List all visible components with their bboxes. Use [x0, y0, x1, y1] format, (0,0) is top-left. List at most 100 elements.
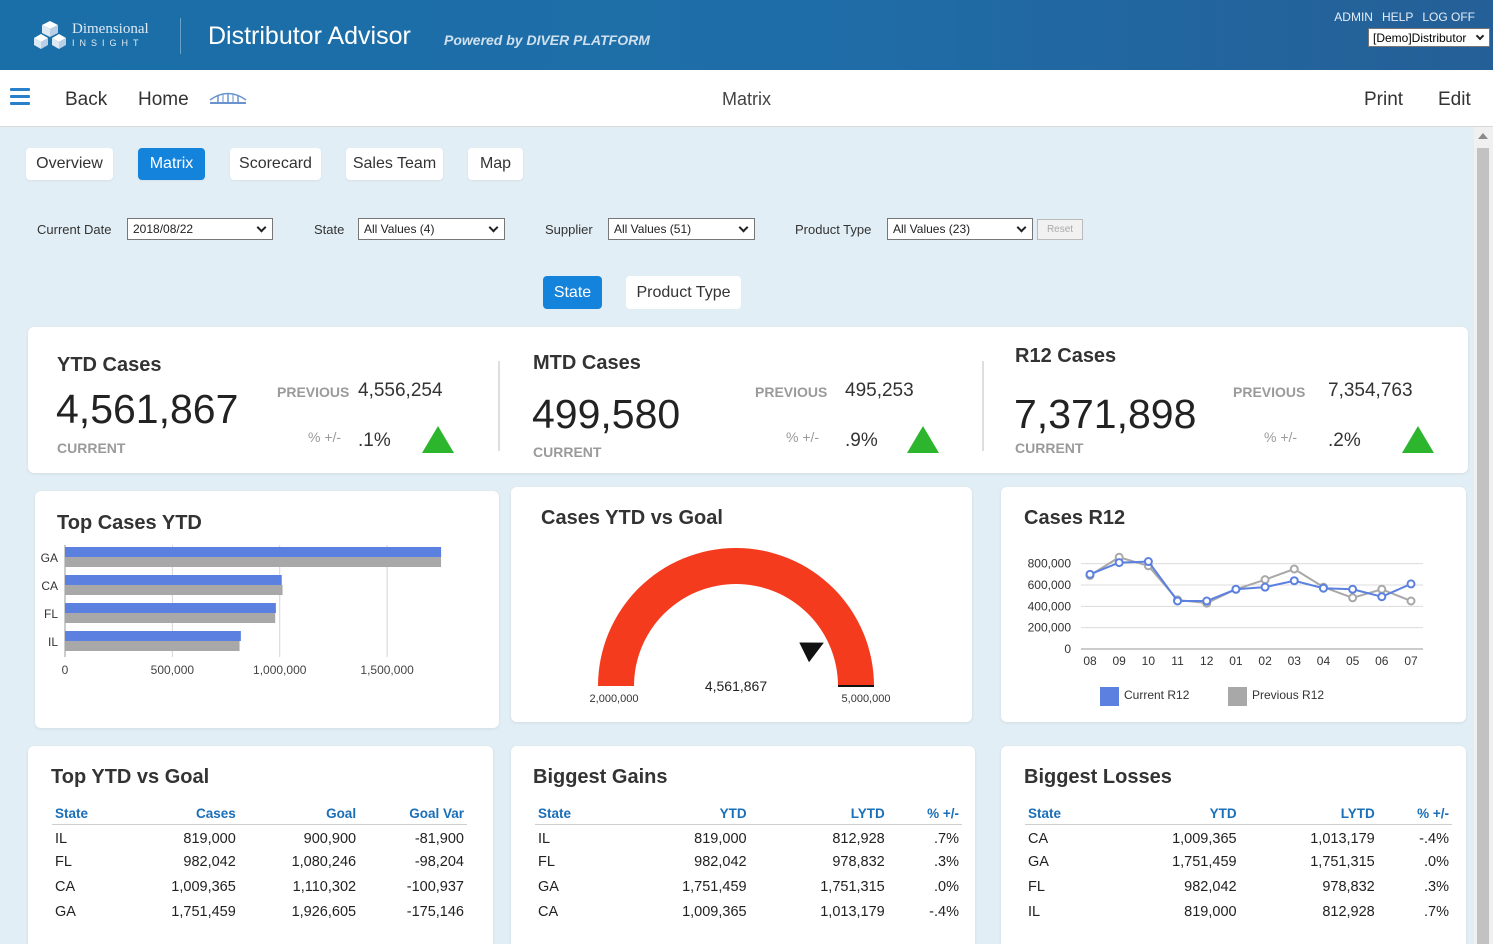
top-ytd-vs-goal-title: Top YTD vs Goal [51, 766, 210, 788]
series-line [1089, 560, 1412, 602]
kpi-r12-previous: 7,354,763 [1328, 380, 1413, 401]
y-tick-label: 800,000 [1028, 557, 1072, 571]
column-header[interactable]: Cases [118, 806, 239, 825]
kpi-card: YTD Cases 4,561,867 CURRENT PREVIOUS 4,5… [28, 327, 1468, 473]
state-filter-select[interactable]: All Values (4) [358, 218, 505, 240]
current-date-select[interactable]: 2018/08/22 [127, 218, 273, 240]
top-ytd-vs-goal-table: State Cases Goal Goal Var IL 819,000 900,900 -8… [52, 806, 467, 925]
table-row: GA 1,751,459 1,926,605 -175,146 [52, 900, 467, 925]
reset-button[interactable]: Reset [1037, 219, 1083, 240]
supplier-filter-select[interactable]: All Values (51) [608, 218, 755, 240]
column-header[interactable]: Goal Var [359, 806, 467, 825]
scroll-up-arrow-icon[interactable] [1478, 133, 1488, 139]
legend-label: Previous R12 [1252, 688, 1324, 702]
distributor-select[interactable]: [Demo]Distributor [1368, 28, 1490, 47]
cases-r12-title: Cases R12 [1024, 507, 1126, 529]
table-cell: 1,009,365 [171, 879, 236, 895]
column-header[interactable]: YTD [1101, 806, 1240, 825]
kpi-ytd-title: YTD Cases [57, 354, 162, 376]
powered-by: Powered by DIVER PLATFORM [444, 32, 650, 48]
back-link[interactable]: Back [65, 89, 108, 110]
table-cell: 819,000 [694, 830, 747, 847]
tab-scorecard[interactable]: Scorecard [230, 148, 321, 180]
kpi-mtd-pct: .9% [845, 430, 878, 451]
product-type-filter-label: Product Type [795, 222, 872, 237]
table-cell: GA [1028, 854, 1049, 870]
tab-matrix[interactable]: Matrix [138, 148, 205, 180]
column-header[interactable]: State [535, 806, 612, 825]
top-cases-ytd-card: Top Cases YTD 0 500,000 1,000,000 1,500,000… [35, 491, 499, 728]
table-cell: 1,013,179 [820, 904, 885, 920]
table-cell: GA [55, 904, 76, 920]
scrollbar-thumb[interactable] [1477, 148, 1489, 944]
log-off-link[interactable]: LOG OFF [1422, 10, 1475, 24]
product-type-filter-value: All Values (23) [893, 222, 971, 236]
trend-up-arrow-icon [422, 426, 454, 453]
biggest-gains-card: Biggest Gains State YTD LYTD% +/- IL 819,000… [511, 746, 975, 944]
tab-overview[interactable]: Overview [26, 148, 113, 180]
supplier-filter-label: Supplier [545, 222, 593, 237]
edit-link[interactable]: Edit [1438, 89, 1471, 110]
kpi-r12-previous-label: PREVIOUS [1233, 384, 1306, 400]
column-header[interactable]: YTD [611, 806, 750, 825]
table-cell: 819,000 [1184, 904, 1237, 920]
cases-r12-card: Cases R12 0 200,000 400,000 600,000 800,000 0… [1001, 487, 1466, 722]
x-tick-label: 08 [1083, 654, 1097, 668]
group-by-product-type-button[interactable]: Product Type [626, 276, 741, 309]
column-header[interactable]: LYTD [1239, 806, 1378, 825]
table-cell: 1,751,315 [820, 879, 885, 895]
product-type-filter-select[interactable]: All Values (23) [887, 218, 1033, 240]
column-header[interactable]: Goal [238, 806, 360, 825]
category-label: CA [41, 579, 58, 593]
hamburger-menu-icon[interactable] [10, 88, 30, 105]
table-cell: 978,832 [832, 854, 885, 870]
data-point [1318, 583, 1328, 593]
table-cell: GA [538, 879, 559, 895]
table-cell: 812,928 [832, 830, 885, 847]
data-point [1377, 592, 1387, 602]
x-tick-label: 02 [1258, 654, 1272, 668]
chevron-down-icon [488, 222, 499, 232]
x-tick-label: 12 [1200, 654, 1214, 668]
column-header[interactable]: State [1025, 806, 1102, 825]
group-by-state-button[interactable]: State [543, 276, 602, 309]
x-tick-label: 07 [1404, 654, 1418, 668]
column-header[interactable]: % +/- [887, 806, 962, 825]
kpi-mtd-current: 499,580 [532, 391, 681, 437]
kpi-mtd-pct-label: % +/- [786, 429, 820, 445]
column-header[interactable]: LYTD [749, 806, 888, 825]
table-row: IL 819,000 812,928 .7% [535, 825, 962, 850]
table-cell: 1,009,365 [1172, 830, 1237, 847]
gauge-arc [598, 548, 874, 686]
current-date-value: 2018/08/22 [133, 222, 194, 236]
trend-up-arrow-icon [907, 426, 939, 453]
app-title: Distributor Advisor [208, 22, 411, 50]
bar [65, 631, 241, 641]
admin-link[interactable]: ADMIN [1334, 10, 1373, 24]
table-cell: 819,000 [183, 830, 236, 847]
data-point [1114, 558, 1124, 568]
current-date-label: Current Date [37, 222, 112, 237]
chevron-down-icon [1016, 222, 1027, 232]
tab-map[interactable]: Map [468, 148, 523, 180]
home-link[interactable]: Home [138, 89, 189, 110]
table-cell: .0% [934, 879, 959, 895]
bridge-icon[interactable] [208, 89, 248, 107]
table-cell: FL [1028, 879, 1045, 895]
legend-label: Current R12 [1124, 688, 1190, 702]
column-header[interactable]: % +/- [1377, 806, 1452, 825]
tab-sales-team[interactable]: Sales Team [346, 148, 443, 180]
kpi-mtd-title: MTD Cases [533, 352, 641, 374]
help-link[interactable]: HELP [1381, 10, 1414, 24]
gauge-max-label: 5,000,000 [842, 693, 891, 705]
table-cell: CA [1028, 830, 1049, 847]
print-link[interactable]: Print [1364, 89, 1404, 110]
distributor-select-value: [Demo]Distributor [1373, 30, 1467, 45]
table-row: GA 1,751,459 1,751,315 .0% [1025, 850, 1452, 875]
top-cases-ytd-chart: 0 500,000 1,000,000 1,500,000 GA CA FL IL [41, 545, 442, 677]
table-cell: .3% [934, 854, 959, 870]
cases-ytd-vs-goal-title: Cases YTD vs Goal [541, 507, 723, 529]
kpi-ytd-previous: 4,556,254 [358, 380, 443, 401]
state-filter-value: All Values (4) [364, 222, 435, 236]
column-header[interactable]: State [52, 806, 119, 825]
